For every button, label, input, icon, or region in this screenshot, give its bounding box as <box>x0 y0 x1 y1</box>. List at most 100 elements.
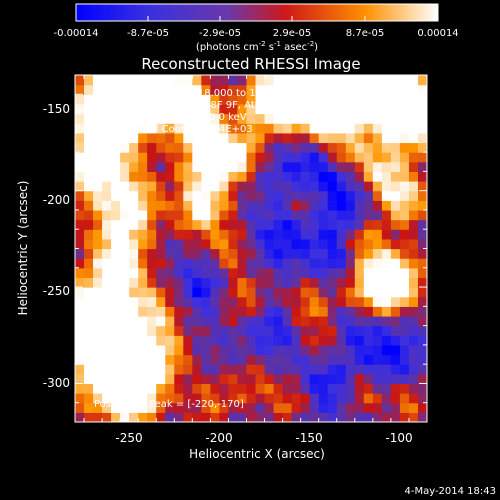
heatmap-cell <box>246 315 257 327</box>
heatmap-cell <box>417 190 427 201</box>
heatmap-cell <box>183 123 193 134</box>
heatmap-cell <box>345 267 356 279</box>
heatmap-cell <box>390 123 401 134</box>
heatmap-cell <box>327 229 338 240</box>
heatmap-cell <box>147 325 157 336</box>
heatmap-cell <box>381 296 392 307</box>
heatmap-cell <box>237 219 248 230</box>
heatmap-cell <box>282 113 293 124</box>
heatmap-cell <box>345 364 356 375</box>
heatmap-cell <box>417 209 427 221</box>
heatmap-cell <box>390 142 401 153</box>
heatmap-cell <box>390 315 401 327</box>
heatmap-cell <box>156 84 166 95</box>
heatmap-cell <box>111 325 121 336</box>
heatmap-cell <box>201 103 211 115</box>
heatmap-cell <box>372 103 383 115</box>
heatmap-cell <box>273 383 284 394</box>
heatmap-cell <box>282 190 293 201</box>
heatmap-cell <box>291 238 302 250</box>
heatmap-cell <box>228 315 239 327</box>
heatmap-cell <box>228 335 239 346</box>
heatmap-cell <box>129 161 139 172</box>
heatmap-cell <box>147 238 157 250</box>
heatmap-cell <box>246 94 257 105</box>
heatmap-cell <box>219 306 230 317</box>
heatmap-cell <box>219 75 230 86</box>
heatmap-cell <box>381 200 392 211</box>
heatmap-cell <box>138 258 148 269</box>
heatmap-cell <box>345 113 356 124</box>
heatmap-cell <box>111 219 121 230</box>
heatmap-cell <box>147 200 157 211</box>
heatmap-cell <box>129 412 139 422</box>
heatmap-cell <box>309 373 320 385</box>
heatmap-cell <box>129 190 139 201</box>
heatmap-cell <box>183 267 193 279</box>
heatmap-cell <box>345 258 356 269</box>
heatmap-cell <box>156 248 166 259</box>
heatmap-cell <box>309 393 320 404</box>
heatmap-cell <box>300 152 311 163</box>
heatmap-cell <box>399 75 410 86</box>
heatmap-cell <box>111 200 121 211</box>
heatmap-cell <box>336 94 347 105</box>
heatmap-cell <box>300 393 311 404</box>
heatmap-cell <box>354 383 365 394</box>
heatmap-cell <box>219 161 230 172</box>
heatmap-cell <box>174 258 184 269</box>
heatmap-cell <box>390 94 401 105</box>
heatmap-cell <box>381 383 392 394</box>
heatmap-cell <box>327 161 338 172</box>
heatmap-cell <box>165 200 175 211</box>
heatmap-cell <box>291 402 302 413</box>
heatmap-cell <box>408 364 419 375</box>
heatmap-cell <box>273 402 284 413</box>
heatmap-cell <box>129 402 139 413</box>
heatmap-cell <box>192 181 202 192</box>
heatmap-cell <box>219 103 230 115</box>
heatmap-cell <box>237 75 248 86</box>
heatmap-cell <box>93 103 103 115</box>
heatmap-cell <box>174 84 184 95</box>
heatmap-cell <box>408 152 419 163</box>
heatmap-cell <box>84 132 94 144</box>
heatmap-cell <box>174 287 184 298</box>
heatmap-cell <box>363 209 374 221</box>
heatmap-cell <box>354 113 365 124</box>
heatmap-cell <box>210 181 221 192</box>
heatmap-cell <box>246 142 257 153</box>
annotation-detectors: Detectors: 3F 5F 6F 7F 8F 9F, Att 0 <box>94 100 268 111</box>
heatmap-cell <box>255 287 266 298</box>
heatmap-cell <box>219 344 230 356</box>
heatmap-cell <box>318 171 329 182</box>
heatmap-cell <box>147 209 157 221</box>
heatmap-cell <box>192 296 202 307</box>
heatmap-cell <box>273 113 284 124</box>
heatmap-cell <box>228 103 239 115</box>
heatmap-cell <box>237 181 248 192</box>
heatmap-cell <box>264 84 275 95</box>
heatmap-cell <box>309 142 320 153</box>
heatmap-cell <box>129 152 139 163</box>
heatmap-cell <box>300 181 311 192</box>
heatmap-cell <box>228 181 239 192</box>
heatmap-cell <box>156 75 166 86</box>
heatmap-cell <box>138 373 148 385</box>
heatmap-cell <box>291 287 302 298</box>
heatmap-cell <box>273 344 284 356</box>
heatmap-cell <box>246 152 257 163</box>
heatmap-cell <box>363 190 374 201</box>
heatmap-cell <box>183 325 193 336</box>
heatmap-cell <box>408 412 419 422</box>
heatmap-cell <box>318 325 329 336</box>
heatmap-cell <box>345 200 356 211</box>
heatmap-cell <box>273 171 284 182</box>
heatmap-cell <box>318 113 329 124</box>
heatmap-cell <box>327 364 338 375</box>
heatmap-cell <box>399 161 410 172</box>
heatmap-cell <box>309 84 320 95</box>
heatmap-cell <box>318 161 329 172</box>
colorbar-tick-label: -8.7e-05 <box>127 28 169 39</box>
heatmap-cell <box>246 344 257 356</box>
